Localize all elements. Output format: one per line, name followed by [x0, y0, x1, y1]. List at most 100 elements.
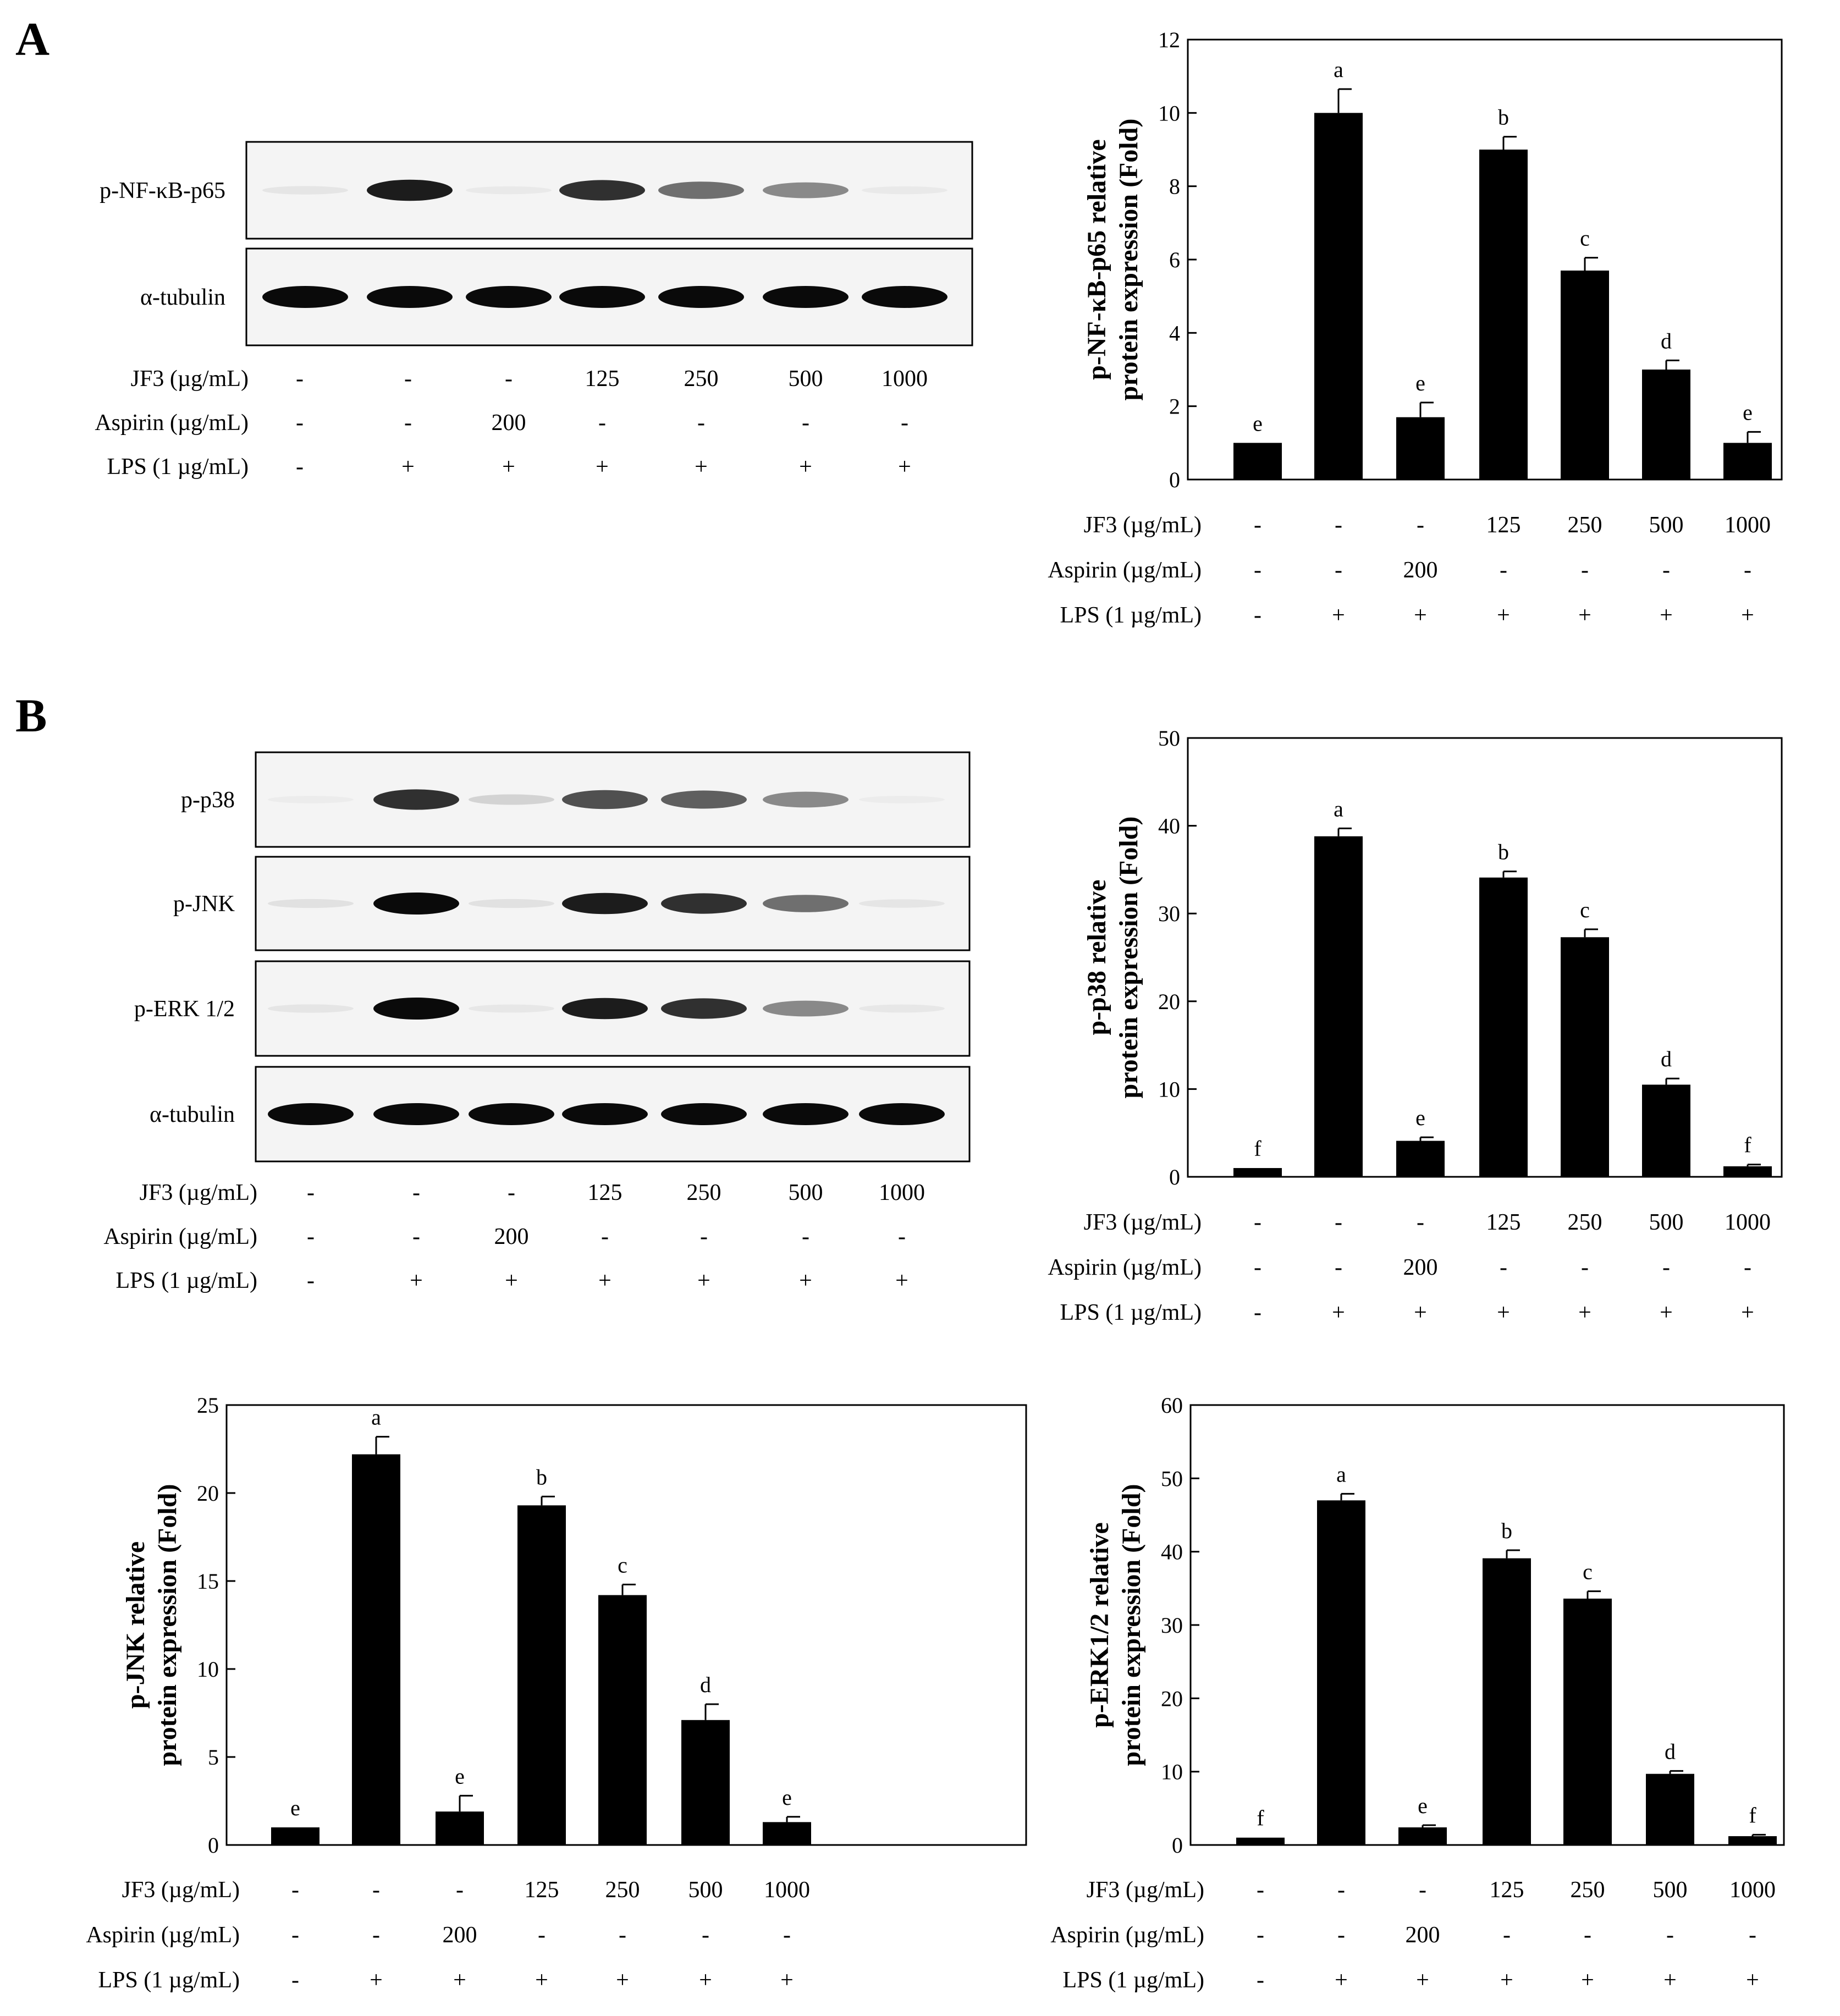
- significance-label: d: [1661, 1046, 1672, 1071]
- blot-b-conditions-row-label: JF3 (µg/mL): [140, 1180, 257, 1205]
- significance-label: e: [1743, 400, 1753, 425]
- blot-band: [367, 286, 453, 308]
- bar: [1723, 443, 1772, 480]
- y-axis-title-line: p-JNK relative: [121, 1541, 150, 1709]
- chart-3-conditions-cell: -: [619, 1923, 626, 1948]
- chart-4-conditions-cell: -: [1584, 1923, 1591, 1948]
- y-tick-label: 6: [1169, 247, 1180, 272]
- blot-band: [268, 899, 354, 908]
- blot-a-conditions-cell: -: [802, 410, 809, 436]
- chart-1-conditions-cell: -: [1500, 558, 1507, 583]
- chart-1-conditions-cell: -: [1254, 558, 1261, 583]
- chart-2-conditions-cell: -: [1744, 1255, 1751, 1280]
- chart-1-conditions-cell: 1000: [1725, 513, 1771, 538]
- y-tick-label: 12: [1158, 27, 1180, 52]
- y-axis-title-line: p-NF-κB-p65 relative: [1082, 139, 1111, 380]
- blot-a-conditions-cell: -: [598, 410, 606, 436]
- significance-label: b: [1501, 1518, 1512, 1543]
- blot-band: [262, 286, 348, 308]
- blot-band: [466, 186, 552, 195]
- chart-2-conditions-row-label: JF3 (µg/mL): [1084, 1210, 1202, 1235]
- bar: [598, 1595, 647, 1845]
- bar: [1396, 1141, 1445, 1177]
- y-tick-label: 30: [1161, 1613, 1183, 1638]
- blot-band: [661, 1103, 747, 1125]
- y-tick-label: 20: [1161, 1686, 1183, 1711]
- chart-3-conditions-cell: -: [456, 1877, 464, 1903]
- chart-4-conditions-cell: +: [1663, 1968, 1677, 1993]
- bar: [763, 1822, 811, 1845]
- bar: [1317, 1500, 1365, 1845]
- bar-chart-3: 0 5 10 15 20 25 e a e b c d e p-JNK relative protein e…: [121, 1393, 1027, 1858]
- chart-4-conditions-cell: -: [1666, 1923, 1674, 1948]
- y-tick-label: 8: [1169, 174, 1180, 199]
- chart-4-conditions-cell: 1000: [1729, 1877, 1776, 1903]
- blot-band: [562, 1103, 648, 1125]
- chart-3-conditions-cell: +: [453, 1968, 466, 1993]
- blot-band: [862, 286, 947, 308]
- bar-chart-4: 0 10 20 30 40 50 60 f a e b c d f p-ERK1/2 relative pro…: [1085, 1393, 1785, 1858]
- bar: [1314, 836, 1363, 1177]
- blot-label: p-JNK: [173, 891, 235, 917]
- chart-2-conditions-cell: +: [1332, 1300, 1345, 1325]
- significance-label: f: [1744, 1133, 1751, 1158]
- blot-band: [562, 790, 648, 809]
- y-axis-title-line: protein expression (Fold): [1114, 817, 1143, 1099]
- chart-2-conditions-cell: +: [1497, 1300, 1510, 1325]
- blot-band: [373, 893, 459, 915]
- blot-band: [373, 789, 459, 810]
- chart-3-conditions-cell: -: [291, 1923, 299, 1948]
- y-tick-label: 10: [1158, 101, 1180, 125]
- blot-band: [763, 791, 849, 808]
- significance-label: d: [1661, 328, 1672, 353]
- chart-2-conditions-cell: -: [1335, 1255, 1342, 1280]
- blot-b-conditions-cell: +: [410, 1268, 423, 1293]
- blot-b-conditions-cell: -: [412, 1224, 420, 1249]
- chart-1-conditions-cell: 250: [1568, 513, 1602, 538]
- significance-label: e: [782, 1785, 792, 1810]
- chart-2-conditions-cell: -: [1662, 1255, 1670, 1280]
- chart-3-conditions-cell: -: [372, 1923, 380, 1948]
- chart-1-conditions-cell: 500: [1649, 513, 1684, 538]
- blot-a-conditions-cell: -: [296, 366, 304, 392]
- chart-3-conditions-cell: 1000: [764, 1877, 810, 1903]
- significance-label: a: [1334, 796, 1343, 821]
- bar: [1646, 1773, 1694, 1845]
- blot-band: [562, 893, 648, 915]
- y-tick-label: 40: [1161, 1540, 1183, 1565]
- panel-letter-b: B: [15, 689, 47, 742]
- blot-band: [763, 895, 849, 912]
- chart-2-conditions-cell: +: [1414, 1300, 1427, 1325]
- blot-a-conditions-row-label: JF3 (µg/mL): [131, 366, 249, 392]
- significance-label: e: [455, 1764, 465, 1788]
- chart-2-conditions-cell: 125: [1486, 1210, 1521, 1235]
- significance-label: e: [1415, 371, 1425, 395]
- chart-3-conditions-cell: -: [538, 1923, 546, 1948]
- chart-4-conditions-cell: 500: [1653, 1877, 1688, 1903]
- chart-3-conditions-cell: -: [291, 1968, 299, 1993]
- blot-a-conditions-cell: -: [505, 366, 513, 392]
- blot-band: [859, 899, 945, 908]
- chart-4-conditions-cell: 125: [1490, 1877, 1524, 1903]
- significance-label: d: [700, 1672, 711, 1697]
- chart-1-conditions-cell: +: [1578, 603, 1591, 628]
- y-tick-label: 50: [1161, 1466, 1183, 1491]
- chart-4-conditions-row-label: JF3 (µg/mL): [1087, 1877, 1204, 1903]
- blot-b-conditions-cell: -: [802, 1224, 809, 1249]
- blot-b-conditions-cell: +: [505, 1268, 518, 1293]
- blot-a-conditions-cell: -: [697, 410, 705, 436]
- blot-band: [763, 1103, 849, 1125]
- significance-label: e: [1418, 1793, 1428, 1818]
- chart-1-conditions-cell: +: [1497, 603, 1510, 628]
- chart-2-conditions-cell: +: [1741, 1300, 1754, 1325]
- chart-4-conditions-row-label: LPS (1 µg/mL): [1062, 1968, 1204, 1993]
- y-tick-label: 0: [1169, 1165, 1180, 1189]
- significance-label: e: [1415, 1105, 1425, 1130]
- blot-band: [373, 998, 459, 1020]
- blot-a-conditions-cell: 1000: [882, 366, 928, 392]
- chart-3-conditions-cell: 500: [688, 1877, 723, 1903]
- blot-b-conditions-row-label: Aspirin (µg/mL): [103, 1224, 257, 1249]
- y-tick-label: 25: [197, 1393, 219, 1418]
- blot-band: [658, 286, 744, 308]
- y-axis-title-line: p-p38 relative: [1082, 879, 1111, 1035]
